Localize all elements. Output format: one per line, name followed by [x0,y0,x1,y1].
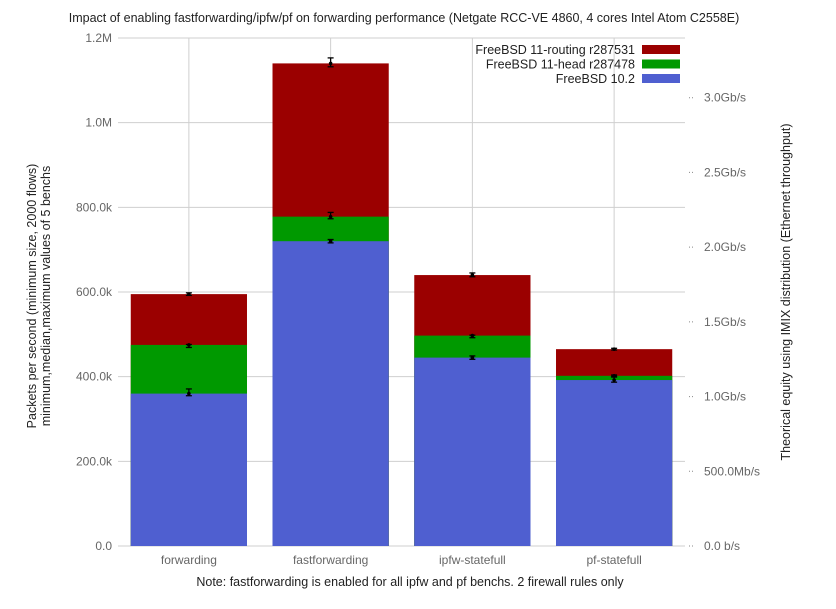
x-tick-label: forwarding [161,553,217,567]
y2-tick-label: 2.0Gb/s [704,240,746,254]
y-tick-label: 200.0k [76,454,113,468]
legend-label: FreeBSD 11-routing r287531 [475,43,635,57]
y-tick-label: 1.2M [85,31,112,45]
y-tick-label: 800.0k [76,200,113,214]
error-bar-median [328,61,333,66]
error-bar-median [328,214,333,219]
y2-tick-label: 2.5Gb/s [704,165,746,179]
bar [556,380,673,546]
error-bar-median [187,391,191,396]
chart-title: Impact of enabling fastforwarding/ipfw/p… [69,11,739,25]
bar [272,241,389,546]
bar [130,393,247,546]
error-bar-median [470,333,475,338]
axes: 0.0 200.0k 400.0k 600.0k 800.0k 1.0M 1.2M forwa… [76,31,760,567]
error-bar-median [187,292,191,296]
y-axis-title-line2: minimum,median,maximum values of 5 bench… [39,166,53,427]
y-axis-title-line1: Packets per second (minimum size, 2000 f… [25,164,39,429]
y-tick-label: 0.0 [95,539,112,553]
error-bar-median [470,355,475,360]
bar [414,357,531,546]
x-tick-label: pf-statefull [586,553,641,567]
legend-swatch [642,74,680,83]
y2-tick-label: 500.0Mb/s [704,464,760,478]
error-bar-median [187,343,191,347]
legend-label: FreeBSD 11-head r287478 [486,58,635,72]
bars [130,63,673,547]
error-bar-median [612,347,616,351]
legend-swatch [642,45,680,54]
legend-swatch [642,59,680,69]
y-tick-label: 1.0M [85,116,112,130]
x-tick-label: fastforwarding [293,553,368,567]
error-bar-median [328,239,333,243]
y2-tick-label: 1.5Gb/s [704,315,746,329]
error-bar-median [470,273,475,277]
x-tick-label: ipfw-statefull [439,553,506,567]
error-bar-median [612,378,616,382]
legend-label: FreeBSD 10.2 [556,72,635,86]
y2-tick-label: 1.0Gb/s [704,390,746,404]
y2-axis-title: Theorical equity using IMIX distribution… [779,124,793,461]
y-tick-label: 600.0k [76,285,113,299]
y2-tick-label: 0.0 b/s [704,539,740,553]
y2-tick-label: 3.0Gb/s [704,91,746,105]
chart-note: Note: fastforwarding is enabled for all … [196,575,624,589]
error-bars [185,57,618,397]
y-tick-label: 400.0k [76,370,113,384]
